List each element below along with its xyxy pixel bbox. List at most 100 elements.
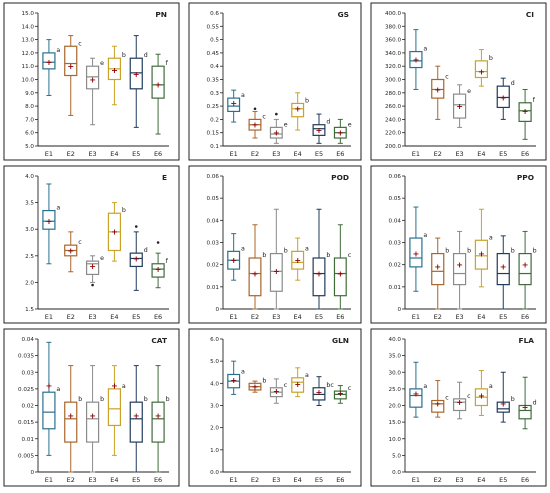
x-tick-label: E6 <box>521 313 529 321</box>
mean-marker: + <box>230 376 237 385</box>
y-tick-label: 0.035 <box>18 354 34 360</box>
x-tick-label: E5 <box>132 313 140 321</box>
y-tick-label: 20.0 <box>389 404 402 410</box>
y-tick-label: 0.03 <box>389 241 402 247</box>
mean-marker: + <box>46 217 53 226</box>
significance-letter: a <box>122 383 126 390</box>
mean-marker: + <box>89 75 96 84</box>
significance-letter: a <box>423 232 427 239</box>
y-tick-label: 3.0 <box>25 227 34 233</box>
panel-frame <box>3 165 180 324</box>
mean-marker: + <box>316 126 323 135</box>
panel-frame <box>370 165 547 324</box>
significance-letter: b <box>284 248 288 255</box>
mean-marker: + <box>500 93 507 102</box>
x-tick-label: E5 <box>499 313 507 321</box>
y-tick-label: 0.01 <box>207 285 220 291</box>
panel-title: GS <box>338 10 349 19</box>
y-tick-label: 0.55 <box>207 24 220 30</box>
box-e6: + b E6 <box>151 365 170 484</box>
x-tick-label: E6 <box>154 476 162 484</box>
significance-letter: c <box>445 395 449 402</box>
box-e5: +dE5 <box>312 113 330 158</box>
box-e4: + b E4 <box>474 49 493 158</box>
significance-letter: c <box>467 393 471 400</box>
box-e4: + b E4 <box>107 45 126 158</box>
x-tick-label: E4 <box>477 476 485 484</box>
x-tick-label: E3 <box>88 150 96 158</box>
box-e5: +dE5 <box>496 77 515 158</box>
mean-marker: + <box>273 129 280 138</box>
iqr-box <box>474 60 489 79</box>
x-tick-label: E1 <box>412 313 420 321</box>
mean-marker: + <box>111 228 118 237</box>
y-tick-label: 300.0 <box>385 78 401 84</box>
significance-letter: b <box>144 396 148 403</box>
y-tick-label: 35.0 <box>389 354 402 360</box>
y-tick-label: 260.0 <box>385 104 401 110</box>
x-tick-label: E4 <box>110 313 118 321</box>
y-tick-label: 220.0 <box>385 131 401 137</box>
x-tick-label: E2 <box>67 150 75 158</box>
y-tick-label: 240.0 <box>385 117 401 123</box>
mean-marker: + <box>155 265 162 274</box>
y-tick-label: 0.02 <box>207 263 219 269</box>
mean-marker: + <box>337 129 344 138</box>
y-tick-label: 0.05 <box>389 196 402 202</box>
x-tick-label: E3 <box>455 313 463 321</box>
iqr-box <box>85 65 100 90</box>
box-e1: +aE1 <box>42 183 60 321</box>
panel-ppo: PPO 0 0.01 0.02 0.03 0.04 0.05 0.06 + a E1 + b E2 + b E3… <box>370 165 547 324</box>
box-e2: +b E2 <box>248 377 266 484</box>
y-tick-label: 4.0 <box>210 381 219 387</box>
x-tick-label: E3 <box>455 150 463 158</box>
x-tick-label: E2 <box>434 150 442 158</box>
panel-cat: CAT 0 0.005 0.01 0.015 0.02 0.025 0.03 0.035 0.04… <box>3 328 180 487</box>
significance-letter: a <box>423 46 427 53</box>
x-tick-label: E1 <box>412 150 420 158</box>
significance-letter: b <box>326 252 330 259</box>
iqr-box <box>452 398 467 412</box>
box-e6: + b E6 <box>518 230 537 321</box>
panel-title: CI <box>526 10 534 19</box>
panel-title: POD <box>331 173 349 182</box>
mean-marker: + <box>456 102 463 111</box>
y-tick-label: 5.0 <box>210 359 219 365</box>
box-e6: + f E6 <box>151 241 169 321</box>
significance-letter: bc <box>326 382 334 389</box>
box-e2: + c E2 <box>64 231 82 321</box>
mean-marker: + <box>46 381 53 390</box>
panel-title: PN <box>155 10 167 19</box>
mean-marker: + <box>89 411 96 420</box>
mean-marker: + <box>522 260 529 269</box>
x-tick-label: E2 <box>67 313 75 321</box>
x-tick-label: E6 <box>336 150 344 158</box>
mean-marker: + <box>522 107 529 116</box>
y-tick-label: 9.0 <box>25 91 34 97</box>
x-tick-label: E3 <box>88 313 96 321</box>
iqr-box <box>151 263 165 278</box>
iqr-box <box>151 401 165 443</box>
box-e5: +dE5 <box>129 225 148 321</box>
y-tick-label: 10.0 <box>22 78 35 84</box>
box-e3: + c E3 <box>269 378 288 484</box>
y-tick-label: 0.25 <box>207 104 220 110</box>
box-e4: + a E4 <box>474 208 493 321</box>
box-e5: + b E5 <box>312 208 330 321</box>
panel-title: CAT <box>151 336 167 345</box>
significance-letter: e <box>467 88 471 95</box>
box-e4: + b E4 <box>291 92 309 158</box>
significance-letter: b <box>78 396 82 403</box>
y-tick-label: 0.4 <box>210 64 219 70</box>
mean-marker: + <box>273 267 280 276</box>
mean-marker: + <box>67 62 74 71</box>
box-e1: +aE1 <box>227 360 245 484</box>
panel-frame <box>188 165 362 324</box>
mean-marker: + <box>434 400 441 409</box>
significance-letter: c <box>445 74 449 81</box>
x-tick-label: E5 <box>315 476 323 484</box>
significance-letter: c <box>262 113 266 120</box>
mean-marker: + <box>456 398 463 407</box>
y-tick-label: 0 <box>397 307 401 313</box>
